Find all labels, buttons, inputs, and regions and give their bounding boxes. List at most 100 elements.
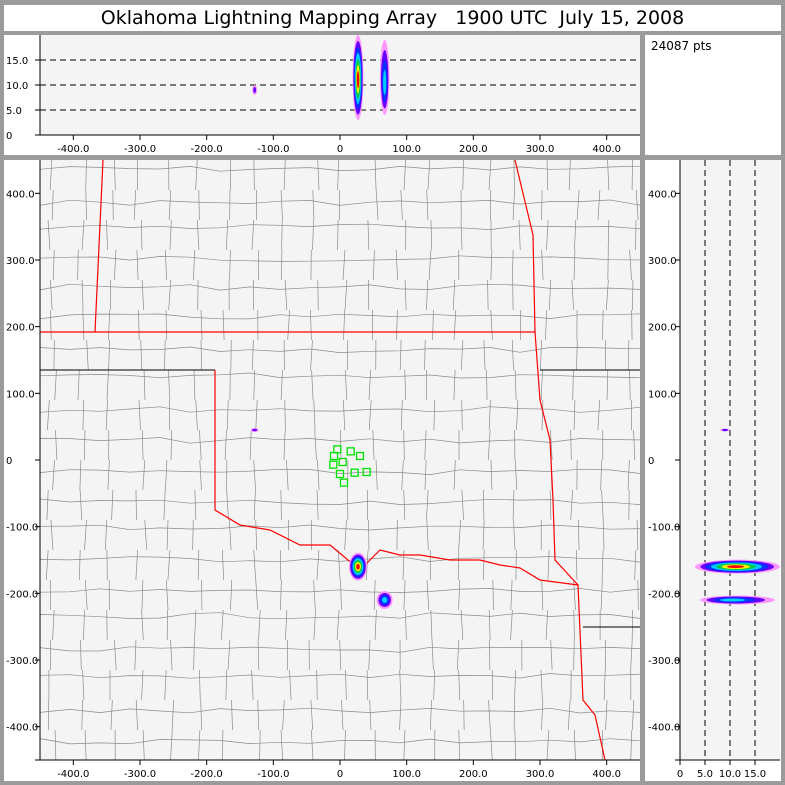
county-boundary [106,369,109,401]
county-boundary [365,549,369,581]
county-boundary [105,399,108,431]
y-tick-label: 300.0 [6,256,35,267]
county-boundary [39,437,641,444]
county-boundary [165,579,169,611]
county-boundary [170,639,173,671]
county-boundary [337,159,340,191]
county-boundary [461,399,463,431]
county-boundary [39,498,641,505]
county-boundary [427,159,431,191]
x-tick-label: -100.0 [257,144,289,155]
county-boundary [226,399,229,431]
county-boundary [310,699,314,731]
county-boundary [199,459,202,491]
county-boundary [224,429,227,461]
county-boundary [50,309,52,341]
county-boundary [168,279,172,311]
county-boundary [55,429,58,461]
lma-station [350,468,359,477]
county-boundary [39,255,641,262]
county-boundary [84,729,87,761]
county-boundary [310,309,312,341]
x-tick-label: 10.0 [719,769,741,780]
county-boundary [337,549,341,581]
county-boundary [222,309,225,341]
y-tick-label: 0 [6,456,12,467]
county-boundary [281,219,283,251]
county-boundary [142,729,145,761]
lma-station [355,451,365,461]
county-boundary [105,519,108,551]
county-boundary [540,369,543,401]
county-boundary [576,339,578,371]
y-tick-label: -100.0 [648,523,680,534]
county-boundary [573,399,576,431]
county-boundary [605,699,608,731]
county-boundary [510,579,513,611]
county-boundary [110,699,113,731]
county-boundary [460,339,464,371]
county-boundary [82,669,85,701]
county-boundary [343,309,346,341]
state-border [94,159,104,333]
x-tick-label: -100.0 [257,769,289,780]
county-boundary [255,579,259,611]
county-boundary [636,519,639,551]
county-boundary [168,189,172,221]
county-boundary [257,699,260,731]
county-boundary [195,159,198,191]
county-boundary [82,309,85,341]
county-boundary [430,609,433,641]
county-boundary [488,159,492,191]
county-boundary [170,429,172,461]
county-boundary [166,519,169,551]
county-boundary [39,468,641,475]
lightning-density-altitude [253,87,257,93]
county-boundary [482,519,485,551]
county-boundary [374,609,377,641]
county-boundary [111,489,114,521]
county-boundary [601,549,604,581]
county-boundary [280,579,282,611]
x-tick-label: -400.0 [57,144,89,155]
county-boundary [39,372,641,379]
county-boundary [488,699,491,731]
county-boundary [549,489,552,521]
county-boundary [141,429,144,461]
county-boundary [424,429,427,461]
county-boundary [372,429,375,461]
y-tick-label: 0 [6,131,12,142]
county-boundary [47,219,51,251]
county-boundary [114,159,116,191]
county-boundary [573,639,575,671]
county-boundary [54,369,57,401]
county-boundary [85,159,87,191]
county-boundary [255,399,258,431]
county-boundary [39,524,641,531]
county-boundary [546,159,549,191]
county-boundary [344,729,346,761]
county-boundary [164,669,167,701]
point-count: 24087 pts [645,35,781,155]
county-boundary [135,489,137,521]
county-boundary [39,165,641,172]
county-boundary [196,219,200,251]
x-tick-label: 400.0 [592,769,621,780]
y-tick-label: 200.0 [648,323,677,334]
county-boundary [136,249,139,281]
county-boundary [289,669,292,701]
state-border [514,159,606,761]
county-boundary [514,669,517,701]
county-boundary [52,249,55,281]
county-boundary [369,699,372,731]
county-boundary [512,189,515,221]
county-boundary [404,369,407,401]
county-boundary [79,549,81,581]
county-boundary [483,339,486,371]
county-boundary [107,459,110,491]
county-boundary [170,729,173,761]
county-boundary [368,399,372,431]
county-boundary [80,639,82,671]
county-boundary [81,219,85,251]
county-boundary [490,249,493,281]
